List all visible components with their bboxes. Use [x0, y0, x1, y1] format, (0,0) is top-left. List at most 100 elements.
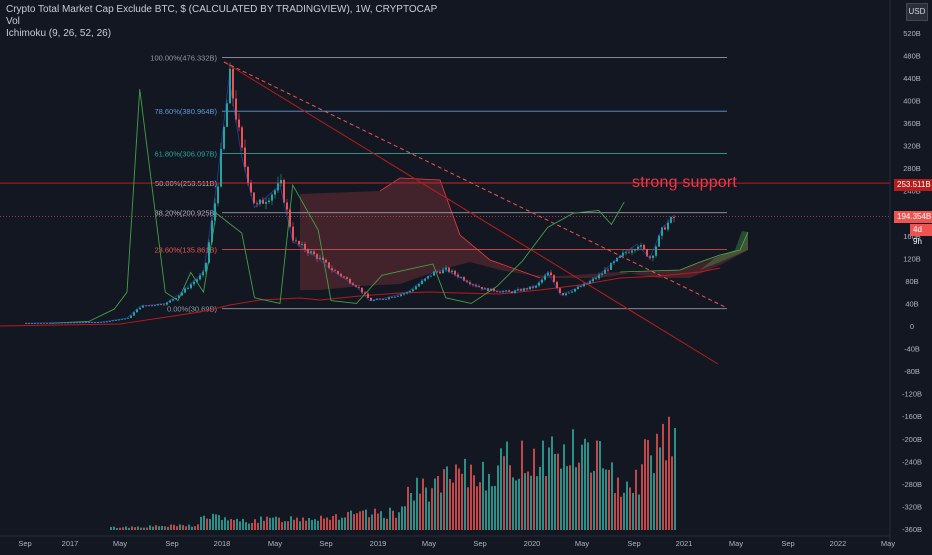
candle — [429, 275, 432, 278]
volume-bar — [614, 493, 616, 530]
candle — [588, 279, 591, 285]
volume-bar — [398, 512, 400, 530]
candle — [567, 292, 570, 294]
volume-bar — [467, 487, 469, 530]
candle-body — [429, 275, 432, 277]
candle-body — [369, 297, 372, 301]
candle-body — [348, 278, 351, 284]
candle-body — [261, 199, 264, 204]
volume-bar — [581, 444, 583, 530]
candle-body — [636, 246, 639, 250]
candle — [195, 278, 198, 284]
volume-bar — [251, 522, 253, 530]
candle-body — [339, 273, 342, 277]
volume-bar — [137, 526, 139, 530]
candle — [651, 254, 654, 262]
volume-bar — [563, 444, 565, 530]
candle-body — [642, 245, 645, 250]
volume-bar — [584, 438, 586, 530]
candle — [462, 276, 465, 282]
candle-body — [330, 268, 333, 271]
candle-body — [162, 304, 165, 306]
support-price-tag: 253.511B — [894, 179, 932, 191]
candle-body — [630, 250, 633, 253]
volume-bar — [644, 439, 646, 530]
volume-bar — [674, 427, 676, 530]
volume-bar — [248, 523, 250, 530]
candle — [213, 197, 216, 225]
volume-bar — [338, 519, 340, 530]
candle — [549, 269, 552, 276]
volume-bar — [482, 461, 484, 530]
volume-bar — [212, 513, 214, 530]
volume-bar — [527, 471, 529, 530]
y-tick-label: -120B — [902, 390, 922, 399]
candle-body — [201, 271, 204, 276]
candle — [456, 272, 459, 279]
volume-bar — [605, 469, 607, 530]
volume-bar — [293, 519, 295, 530]
candle-body — [534, 285, 537, 288]
volume-bar — [308, 518, 310, 530]
volume-bar — [191, 526, 193, 530]
volume-bar — [452, 482, 454, 530]
candle — [393, 296, 396, 298]
volume-bar — [629, 487, 631, 530]
currency-badge[interactable]: USD — [906, 3, 928, 21]
candle — [492, 287, 495, 293]
volume-bar — [428, 501, 430, 530]
volume-bar — [449, 479, 451, 530]
candle — [225, 99, 228, 128]
volume-bar — [221, 520, 223, 530]
candle-body — [156, 304, 159, 306]
candle — [294, 237, 297, 243]
candle-body — [165, 302, 168, 305]
candle — [234, 90, 237, 123]
y-tick-label: -200B — [902, 435, 922, 444]
candle — [282, 178, 285, 204]
candle-body — [321, 257, 324, 260]
candle-body — [666, 222, 669, 230]
candle-body — [363, 292, 366, 294]
volume-bar — [218, 515, 220, 530]
strong-support-annotation[interactable]: strong support — [632, 174, 738, 191]
candle-body — [450, 270, 453, 273]
volume-bar — [545, 476, 547, 530]
symbol-title[interactable]: Crypto Total Market Cap Exclude BTC, $ (… — [6, 4, 438, 15]
volume-bar — [110, 527, 112, 530]
x-tick-label: May — [113, 539, 127, 548]
candle-body — [393, 296, 396, 298]
candle-body — [24, 323, 27, 324]
volume-bar — [344, 517, 346, 530]
volume-bar — [206, 518, 208, 530]
candle — [666, 219, 669, 232]
y-tick-label: -160B — [902, 412, 922, 421]
volume-bar — [512, 477, 514, 530]
volume-bar — [653, 473, 655, 530]
volume-indicator-label[interactable]: Vol — [6, 16, 20, 27]
candle — [297, 240, 300, 248]
candle-body — [570, 291, 573, 293]
candle-body — [231, 68, 234, 99]
candle — [603, 266, 606, 274]
candle — [453, 269, 456, 277]
candle — [303, 241, 306, 253]
ichimoku-indicator-label[interactable]: Ichimoku (9, 26, 52, 26) — [6, 28, 112, 39]
candle-body — [150, 305, 153, 307]
candle — [420, 279, 423, 285]
volume-bar — [230, 518, 232, 530]
candle-body — [555, 281, 558, 289]
candle-body — [573, 288, 576, 292]
volume-bar — [167, 526, 169, 530]
volume-bar — [188, 524, 190, 530]
countdown-tag: 4d 9h — [910, 224, 932, 246]
volume-bar — [458, 468, 460, 530]
candle-body — [225, 103, 228, 127]
candle-body — [432, 271, 435, 276]
candle-body — [408, 291, 411, 293]
volume-bar — [305, 520, 307, 530]
candle — [390, 296, 393, 299]
volume-bar — [386, 518, 388, 530]
